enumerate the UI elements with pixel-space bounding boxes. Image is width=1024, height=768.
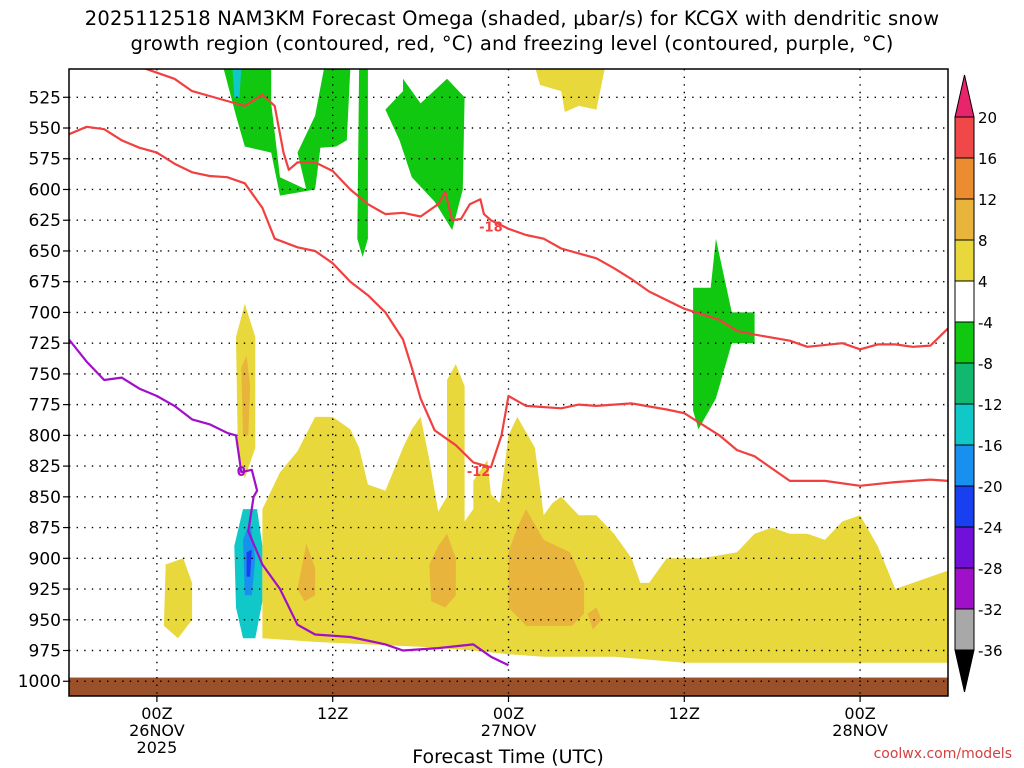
chart-title-line2: growth region (contoured, red, °C) and f…: [130, 32, 894, 55]
x-tick-label: 27NOV: [481, 721, 537, 740]
y-tick-label: 975: [29, 642, 61, 662]
colorbar-swatch: [954, 608, 975, 651]
y-tick-label: 550: [29, 119, 61, 139]
colorbar-label: 20: [978, 109, 997, 127]
y-tick-label: 800: [29, 426, 61, 446]
y-tick-label: 675: [29, 273, 61, 293]
x-tick-label: 00Z: [493, 704, 524, 723]
y-tick-label: 850: [29, 488, 61, 508]
colorbar-label: -20: [978, 478, 1003, 496]
omega-region: [297, 543, 316, 602]
y-tick-label: 725: [29, 334, 61, 354]
colorbar-label: 16: [978, 150, 997, 168]
contour-line: [143, 69, 948, 351]
contour-label: -12: [467, 465, 491, 480]
omega-region: [262, 364, 948, 663]
omega-region: [385, 78, 465, 231]
y-tick-label: 825: [29, 457, 61, 477]
colorbar-label: 8: [978, 232, 988, 250]
colorbar-label: -32: [978, 601, 1003, 619]
x-tick-label: 26NOV: [129, 721, 185, 740]
terrain-band: [69, 677, 948, 696]
colorbar-label: 12: [978, 191, 997, 209]
colorbar-swatch: [954, 526, 975, 569]
y-tick-label: 1000: [18, 672, 61, 692]
y-tick-label: 625: [29, 211, 61, 231]
chart-title-line1: 2025112518 NAM3KM Forecast Omega (shaded…: [84, 7, 940, 30]
colorbar-swatch: [954, 444, 975, 487]
colorbar-label: -4: [978, 314, 993, 332]
colorbar-swatch: [954, 321, 975, 364]
x-tick-label: 28NOV: [832, 721, 888, 740]
omega-region: [241, 355, 251, 436]
x-axis-label: Forecast Time (UTC): [412, 746, 603, 768]
colorbar-label: -8: [978, 355, 993, 373]
colorbar-swatch: [954, 116, 975, 159]
omega-region: [163, 558, 193, 639]
x-tick-label: 2025: [137, 738, 178, 757]
omega-region: [587, 607, 602, 630]
y-tick-label: 575: [29, 150, 61, 170]
colorbar-label: -28: [978, 560, 1003, 578]
colorbar-label: -24: [978, 519, 1003, 537]
colorbar-bottom-arrow: [954, 649, 975, 693]
omega-region: [246, 549, 252, 577]
colorbar-swatch: [954, 485, 975, 528]
y-tick-label: 925: [29, 580, 61, 600]
colorbar-swatch: [954, 157, 975, 200]
omega-region: [508, 509, 585, 626]
colorbar-swatch: [954, 403, 975, 446]
y-tick-label: 700: [29, 303, 61, 323]
contour-label: 0: [237, 465, 246, 480]
x-tick-label: 12Z: [669, 704, 700, 723]
colorbar-swatch: [954, 362, 975, 405]
omega-region: [693, 238, 755, 430]
colorbar-label: 4: [978, 273, 988, 291]
contour-label: -18: [479, 220, 503, 235]
credit-text: coolwx.com/models: [873, 746, 1012, 762]
y-tick-label: 775: [29, 396, 61, 416]
x-tick-label: 12Z: [317, 704, 348, 723]
colorbar-label: -36: [978, 642, 1003, 660]
colorbar-swatch: [954, 280, 975, 323]
colorbar-swatch: [954, 239, 975, 282]
y-tick-label: 650: [29, 242, 61, 262]
x-tick-label: 00Z: [141, 704, 172, 723]
contour-line: [69, 338, 509, 667]
contour-line: [69, 125, 948, 487]
y-tick-label: 600: [29, 180, 61, 200]
omega-region: [357, 69, 368, 258]
colorbar-swatch: [954, 567, 975, 610]
y-tick-label: 950: [29, 611, 61, 631]
colorbar-label: -12: [978, 396, 1003, 414]
omega-region: [232, 69, 242, 98]
y-tick-label: 900: [29, 549, 61, 569]
colorbar-top-arrow: [954, 74, 975, 118]
colorbar-swatch: [954, 198, 975, 241]
chart-title: 2025112518 NAM3KM Forecast Omega (shaded…: [0, 6, 1024, 56]
omega-region: [223, 69, 351, 196]
x-tick-label: 00Z: [844, 704, 875, 723]
colorbar-label: -16: [978, 437, 1003, 455]
omega-region: [535, 69, 605, 112]
y-tick-label: 875: [29, 519, 61, 539]
y-tick-label: 750: [29, 365, 61, 385]
y-tick-label: 525: [29, 88, 61, 108]
